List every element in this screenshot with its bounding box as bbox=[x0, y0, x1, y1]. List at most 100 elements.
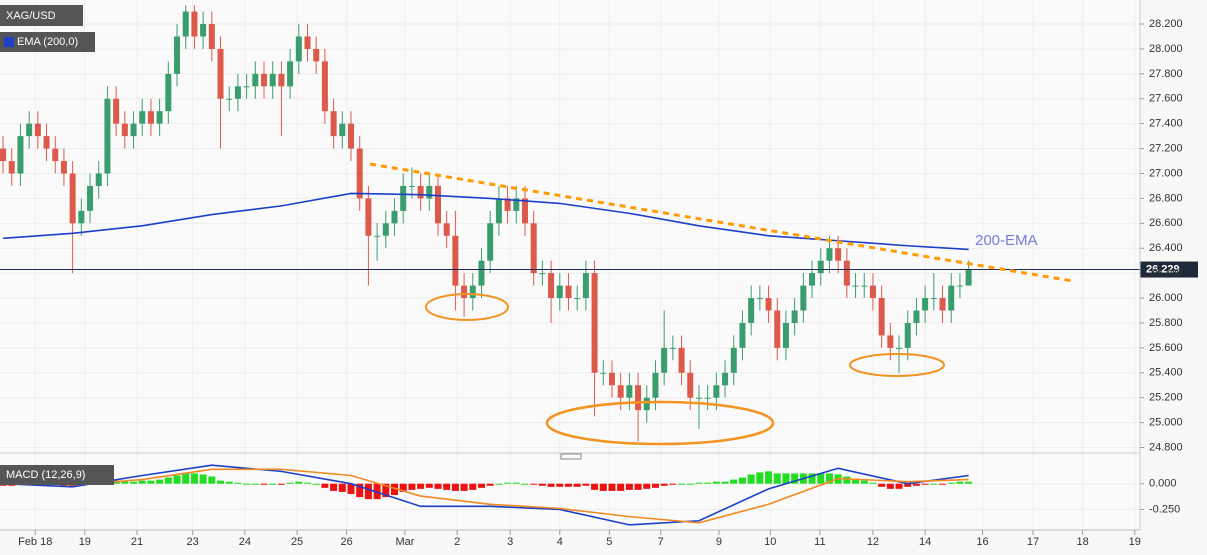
candle-body bbox=[956, 285, 963, 287]
histogram-bar bbox=[625, 483, 633, 490]
candle-body bbox=[635, 385, 642, 411]
marks: 26.229 bbox=[0, 5, 1198, 526]
candle-body bbox=[156, 111, 163, 124]
candle-body bbox=[426, 185, 433, 199]
candle-body bbox=[939, 298, 946, 311]
x-tick-label: 16 bbox=[976, 536, 988, 548]
candle-body bbox=[765, 298, 772, 311]
y-tick-label: 26.200 bbox=[1149, 267, 1183, 279]
x-tick-label: Mar bbox=[395, 536, 414, 548]
histogram-bar bbox=[886, 483, 894, 489]
candle-body bbox=[582, 273, 589, 299]
y-tick-label: 0.000 bbox=[1149, 478, 1177, 490]
candle-body bbox=[408, 185, 415, 187]
histogram-bar bbox=[765, 471, 773, 484]
candle-body bbox=[887, 335, 894, 348]
candle-body bbox=[391, 210, 398, 224]
candle-body bbox=[60, 161, 67, 174]
candle-body bbox=[782, 322, 789, 348]
y-tick-label: 28.200 bbox=[1149, 18, 1183, 30]
candle-body bbox=[661, 347, 668, 373]
candle-body bbox=[174, 36, 181, 74]
x-tick-label: 24 bbox=[239, 536, 251, 548]
trendline bbox=[369, 162, 1074, 283]
histogram-bar bbox=[225, 481, 233, 484]
candle-body bbox=[147, 111, 154, 124]
line-series bbox=[3, 464, 969, 526]
candle-body bbox=[495, 198, 502, 224]
histogram-bar bbox=[399, 483, 407, 492]
y-tick-label: 26.800 bbox=[1149, 192, 1183, 204]
histogram-bar bbox=[947, 482, 955, 484]
candle-body bbox=[739, 322, 746, 348]
x-tick-label: 23 bbox=[187, 536, 199, 548]
candle-body bbox=[321, 61, 328, 112]
candle-body bbox=[896, 347, 903, 349]
legend-label: EMA (200,0) bbox=[17, 36, 78, 48]
histogram-bar bbox=[538, 483, 546, 486]
candle-body bbox=[678, 347, 685, 373]
histogram-bar bbox=[860, 480, 868, 484]
candle-body bbox=[774, 310, 781, 348]
candle-body bbox=[643, 397, 650, 411]
candle-body bbox=[835, 248, 842, 261]
candle-body bbox=[669, 347, 676, 349]
candle-body bbox=[461, 285, 468, 299]
histogram-bar bbox=[617, 483, 625, 491]
candle-body bbox=[139, 111, 146, 124]
histogram-bar bbox=[199, 474, 207, 484]
candle-body bbox=[878, 298, 885, 336]
candle-body bbox=[374, 235, 381, 237]
highlight-ellipse bbox=[425, 293, 509, 321]
candle-body bbox=[617, 385, 624, 398]
histogram-bar bbox=[451, 483, 459, 491]
y-tick-label: 27.600 bbox=[1149, 93, 1183, 105]
candle-body bbox=[104, 98, 111, 174]
histogram-bar bbox=[825, 473, 833, 484]
candle-body bbox=[817, 260, 824, 274]
x-tick-label: 12 bbox=[867, 536, 879, 548]
x-tick-label: 19 bbox=[1129, 536, 1141, 548]
candle-body bbox=[34, 123, 41, 137]
candle-body bbox=[600, 372, 607, 374]
macd-label: MACD (12,26,9) bbox=[6, 469, 85, 481]
histogram-bar bbox=[782, 473, 790, 484]
candle-body bbox=[191, 11, 198, 37]
histogram-bar bbox=[321, 483, 329, 488]
legend-swatch bbox=[4, 37, 14, 47]
candle-body bbox=[791, 310, 798, 323]
histogram-bar bbox=[469, 483, 477, 490]
x-tick-label: 7 bbox=[658, 536, 664, 548]
histogram-bar bbox=[312, 483, 320, 485]
histogram-bar bbox=[338, 483, 346, 492]
histogram-bar bbox=[486, 483, 494, 486]
histogram-bar bbox=[217, 480, 225, 484]
histogram-bar bbox=[843, 476, 851, 484]
candle-body bbox=[434, 185, 441, 224]
pane-handle[interactable] bbox=[560, 453, 582, 460]
y-tick-label: 27.200 bbox=[1149, 142, 1183, 154]
grid bbox=[0, 0, 1144, 535]
candle-body bbox=[313, 48, 320, 62]
histogram-bar bbox=[521, 483, 529, 485]
histogram-bar bbox=[138, 480, 146, 484]
candle-body bbox=[165, 73, 172, 112]
x-tick-label: 21 bbox=[131, 536, 143, 548]
candle-body bbox=[252, 73, 259, 87]
candle-body bbox=[95, 173, 102, 186]
candle-body bbox=[365, 198, 372, 236]
candle-body bbox=[78, 210, 85, 224]
candle-body bbox=[565, 285, 572, 299]
last-price-label: 26.229 bbox=[1146, 263, 1180, 275]
candle-body bbox=[548, 273, 555, 299]
histogram-bar bbox=[121, 481, 129, 484]
candle-body bbox=[304, 36, 311, 49]
candle-body bbox=[217, 48, 224, 99]
candle-body bbox=[504, 198, 511, 211]
last-price-box bbox=[1140, 261, 1198, 278]
y-tick-label: 25.400 bbox=[1149, 367, 1183, 379]
candle-body bbox=[278, 73, 285, 87]
candle-body bbox=[469, 285, 476, 299]
candle-body bbox=[930, 298, 937, 300]
x-tick-label: 4 bbox=[557, 536, 563, 548]
